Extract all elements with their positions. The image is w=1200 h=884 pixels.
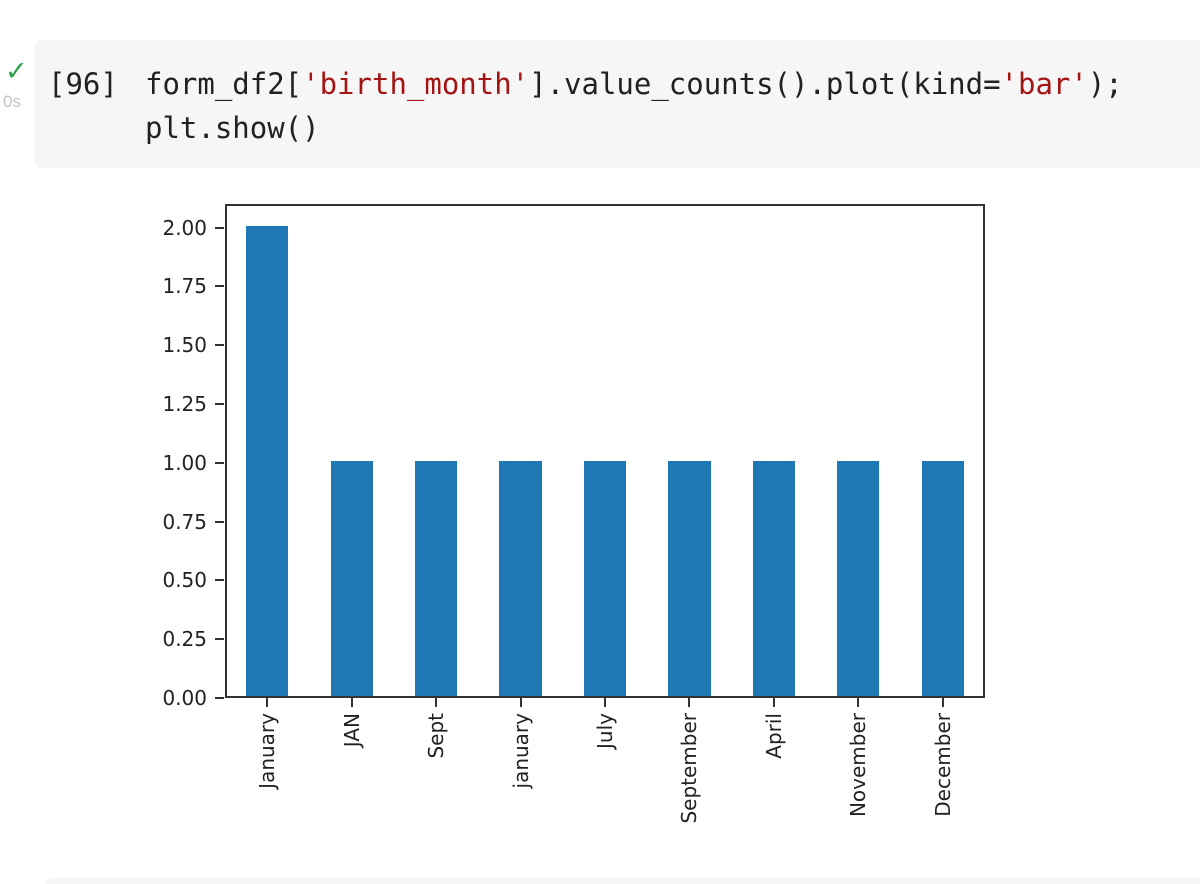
bar-chart-output: 0.00 0.25 0.50 0.75 1.00 1.25 1.50 1.75 2.00 Janu… bbox=[0, 168, 1200, 870]
bar-january[interactable] bbox=[246, 225, 289, 696]
x-tick-label: january bbox=[508, 713, 533, 789]
execution-count-label: [96] bbox=[48, 67, 118, 101]
y-tick-mark bbox=[215, 285, 224, 288]
x-tick-label: December bbox=[930, 713, 955, 817]
y-tick-mark bbox=[215, 226, 224, 229]
code-token-plain: form_df2[ bbox=[145, 67, 303, 101]
cell-gutter: ✓ 0s bbox=[0, 0, 34, 168]
bar-january[interactable] bbox=[499, 460, 542, 696]
code-editor[interactable]: form_df2['birth_month'].value_counts().p… bbox=[145, 62, 1123, 150]
x-tick-label: January bbox=[255, 713, 280, 789]
code-line: form_df2['birth_month'].value_counts().p… bbox=[145, 62, 1123, 106]
x-tick-mark bbox=[350, 698, 353, 707]
x-tick-mark bbox=[266, 698, 269, 707]
bar-november[interactable] bbox=[837, 460, 880, 696]
bar-jan[interactable] bbox=[330, 460, 373, 696]
x-tick-mark bbox=[772, 698, 775, 707]
y-tick-mark bbox=[215, 344, 224, 347]
x-tick-label: JAN bbox=[339, 713, 364, 748]
y-tick-label: 0.25 bbox=[162, 627, 207, 652]
x-tick-mark bbox=[604, 698, 606, 707]
bar-april[interactable] bbox=[752, 460, 795, 696]
bar-december[interactable] bbox=[921, 460, 964, 696]
x-tick-mark bbox=[688, 698, 691, 707]
y-tick-label: 0.00 bbox=[162, 686, 207, 710]
x-tick-mark bbox=[519, 698, 522, 707]
code-token-plain: ].value_counts().plot(kind= bbox=[529, 67, 1001, 101]
code-token-plain: ); bbox=[1087, 67, 1123, 101]
x-tick-mark bbox=[857, 698, 860, 707]
y-tick-mark bbox=[215, 520, 224, 523]
y-tick-label: 1.75 bbox=[162, 274, 207, 299]
y-tick-mark bbox=[215, 697, 224, 699]
bar-september[interactable] bbox=[668, 460, 711, 696]
code-token-string: 'bar' bbox=[1000, 67, 1088, 101]
bar-july[interactable] bbox=[583, 460, 627, 696]
code-token-plain: plt.show() bbox=[145, 111, 320, 145]
bar-sept[interactable] bbox=[415, 460, 458, 696]
code-token-string: 'birth_month' bbox=[302, 67, 530, 101]
y-tick-label: 0.50 bbox=[162, 568, 207, 593]
y-tick-mark bbox=[215, 638, 224, 641]
execution-time-label: 0s bbox=[3, 92, 21, 111]
x-tick-label: July bbox=[593, 713, 617, 749]
y-tick-mark bbox=[215, 461, 224, 464]
y-tick-mark bbox=[215, 579, 224, 582]
x-tick-label: November bbox=[846, 713, 871, 818]
x-tick-label: April bbox=[761, 713, 786, 759]
x-tick-label: September bbox=[677, 713, 702, 824]
y-tick-label: 1.50 bbox=[162, 333, 207, 358]
code-cell[interactable]: [96] form_df2['birth_month'].value_count… bbox=[34, 40, 1200, 168]
y-tick-mark bbox=[215, 402, 224, 405]
x-tick-label: Sept bbox=[424, 713, 449, 759]
y-tick-label: 1.25 bbox=[162, 391, 207, 416]
y-tick-label: 0.75 bbox=[162, 509, 207, 534]
x-tick-mark bbox=[435, 698, 438, 707]
x-tick-mark bbox=[941, 698, 944, 707]
code-line: plt.show() bbox=[145, 106, 1123, 150]
y-tick-label: 2.00 bbox=[162, 215, 207, 240]
next-cell-top-edge[interactable] bbox=[45, 878, 1200, 884]
cell-success-check-icon[interactable]: ✓ bbox=[5, 56, 28, 87]
y-tick-label: 1.00 bbox=[162, 450, 207, 475]
